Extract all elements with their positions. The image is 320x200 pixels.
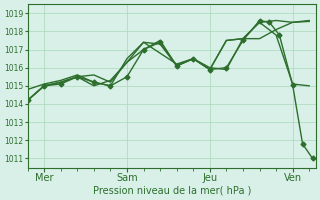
X-axis label: Pression niveau de la mer( hPa ): Pression niveau de la mer( hPa ) xyxy=(92,186,251,196)
